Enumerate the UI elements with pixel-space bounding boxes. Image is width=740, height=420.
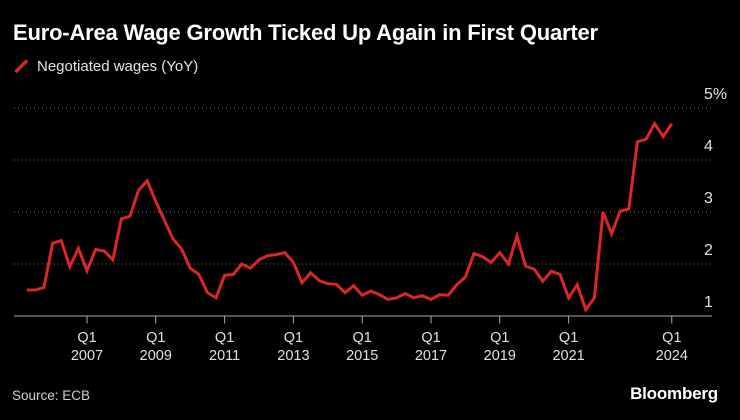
- x-axis-label-year: 2013: [277, 348, 309, 364]
- x-axis-label-year: 2017: [415, 348, 447, 364]
- legend: Negotiated wages (YoY): [13, 58, 198, 75]
- y-axis-label: 4: [704, 138, 713, 155]
- wage-series-line: [26, 120, 674, 314]
- x-axis-label-quarter: Q1: [146, 330, 165, 346]
- x-axis-label-quarter: Q1: [77, 330, 96, 346]
- legend-line-mark-icon: [14, 59, 29, 74]
- y-axis-label: 3: [704, 190, 713, 207]
- x-axis-label-quarter: Q1: [559, 330, 578, 346]
- x-axis-label-quarter: Q1: [490, 330, 509, 346]
- x-axis-label-quarter: Q1: [421, 330, 440, 346]
- x-axis-label-year: 2019: [484, 348, 516, 364]
- x-axis-label-quarter: Q1: [662, 330, 681, 346]
- x-axis-label-year: 2009: [140, 348, 172, 364]
- x-axis-label-year: 2015: [346, 348, 378, 364]
- x-axis-label-year: 2007: [71, 348, 103, 364]
- source-note: Source: ECB: [12, 388, 91, 403]
- x-axis-label-year: 2021: [552, 348, 584, 364]
- chart-title: Euro-Area Wage Growth Ticked Up Again in…: [13, 20, 598, 45]
- x-axis-label-quarter: Q1: [215, 330, 234, 346]
- x-axis-label-quarter: Q1: [353, 330, 372, 346]
- x-axis-label-year: 2011: [209, 348, 240, 364]
- y-axis-label: 5%: [704, 86, 727, 103]
- bloomberg-logo: Bloomberg: [630, 384, 718, 403]
- x-axis-label-quarter: Q1: [284, 330, 303, 346]
- x-axis-label-year: 2024: [656, 348, 688, 364]
- legend-label: Negotiated wages (YoY): [37, 58, 199, 75]
- y-axis-label: 2: [704, 242, 713, 259]
- y-axis-label: 1: [704, 294, 713, 311]
